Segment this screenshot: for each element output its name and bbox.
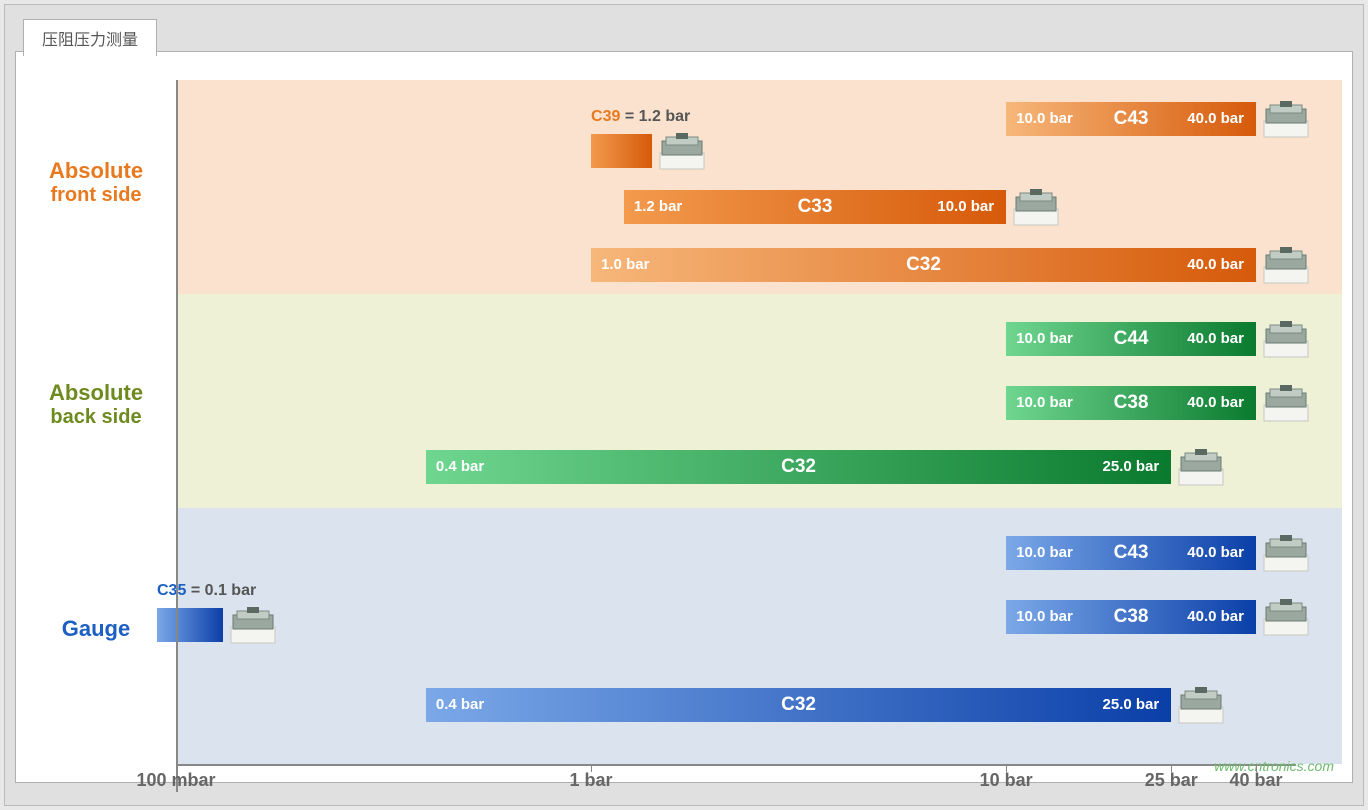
range-bar-c38b: 10.0 bar C38 40.0 bar [1006,386,1256,420]
y-axis [176,80,178,792]
chart-panel: Absolutefront sideC39 = 1.2 bar10.0 barC… [15,51,1353,783]
xtick-label: 10 bar [980,770,1033,791]
xtick-label: 1 bar [570,770,613,791]
sensor-chip-icon [1177,447,1225,487]
range-bar-c39 [591,134,652,168]
bar-hi-label: 40.0 bar [1187,322,1244,356]
bar-lo-label: 0.4 bar [436,688,484,722]
bar-product-label: C32 [906,248,941,282]
sensor-chip-icon [1262,533,1310,573]
outer-frame: 压阻压力测量 Absolutefront sideC39 = 1.2 bar10… [4,4,1364,806]
bar-lo-label: 10.0 bar [1016,600,1073,634]
section-title-line1: Absolute [26,158,166,184]
bar-lo-label: 0.4 bar [436,450,484,484]
sensor-chip-icon [1262,383,1310,423]
sensor-chip-icon [1177,685,1225,725]
tab-label: 压阻压力测量 [42,32,138,49]
bar-external-label-c35: C35 = 0.1 bar [157,582,256,600]
sensor-chip-icon [1262,319,1310,359]
range-bar-c32g: 0.4 bar C32 25.0 bar [426,688,1171,722]
section-title-line1: Gauge [26,616,166,642]
bar-product-label: C43 [1114,102,1149,136]
range-bar-c32b: 0.4 bar C32 25.0 bar [426,450,1171,484]
sensor-chip-icon [1262,245,1310,285]
xtick-label: 40 bar [1229,770,1282,791]
bar-product-label: C32 [781,450,816,484]
bar-product-label: C44 [1114,322,1149,356]
sensor-chip-icon [229,605,277,645]
bar-product-label: C33 [798,190,833,224]
section-label-abs-back: Absoluteback side [26,380,166,429]
range-bar-c43g: 10.0 bar C43 40.0 bar [1006,536,1256,570]
bar-lo-label: 1.2 bar [634,190,682,224]
bar-hi-label: 40.0 bar [1187,248,1244,282]
section-label-abs-front: Absolutefront side [26,158,166,207]
bar-hi-label: 25.0 bar [1103,688,1160,722]
bar-lo-label: 1.0 bar [601,248,649,282]
range-bar-c35 [157,608,223,642]
bar-lo-label: 10.0 bar [1016,102,1073,136]
sensor-chip-icon [1012,187,1060,227]
plot-area: Absolutefront sideC39 = 1.2 bar10.0 barC… [16,80,1352,764]
range-bar-c38g: 10.0 bar C38 40.0 bar [1006,600,1256,634]
xtick-label: 100 mbar [136,770,215,791]
sensor-chip-icon [1262,99,1310,139]
section-title-line2: back side [26,406,166,429]
bar-lo-label: 10.0 bar [1016,386,1073,420]
range-bar-c33: 1.2 bar C33 10.0 bar [624,190,1006,224]
xtick-label: 25 bar [1145,770,1198,791]
section-title-line1: Absolute [26,380,166,406]
bar-hi-label: 25.0 bar [1103,450,1160,484]
bar-hi-label: 40.0 bar [1187,386,1244,420]
tab-piezoresistive[interactable]: 压阻压力测量 [23,19,157,56]
bar-product-label: C38 [1114,600,1149,634]
bar-external-label-c39: C39 = 1.2 bar [591,108,690,126]
section-title-line2: front side [26,184,166,207]
range-bar-c43a: 10.0 bar C43 40.0 bar [1006,102,1256,136]
bar-hi-label: 40.0 bar [1187,600,1244,634]
x-axis [176,764,1296,766]
bar-lo-label: 10.0 bar [1016,536,1073,570]
bar-hi-label: 10.0 bar [937,190,994,224]
bar-hi-label: 40.0 bar [1187,536,1244,570]
section-label-gauge: Gauge [26,616,166,642]
range-bar-c44: 10.0 bar C44 40.0 bar [1006,322,1256,356]
bar-hi-label: 40.0 bar [1187,102,1244,136]
range-bar-c32a: 1.0 bar C32 40.0 bar [591,248,1256,282]
bar-product-label: C43 [1114,536,1149,570]
sensor-chip-icon [658,131,706,171]
sensor-chip-icon [1262,597,1310,637]
bar-product-label: C38 [1114,386,1149,420]
bar-product-label: C32 [781,688,816,722]
bar-lo-label: 10.0 bar [1016,322,1073,356]
